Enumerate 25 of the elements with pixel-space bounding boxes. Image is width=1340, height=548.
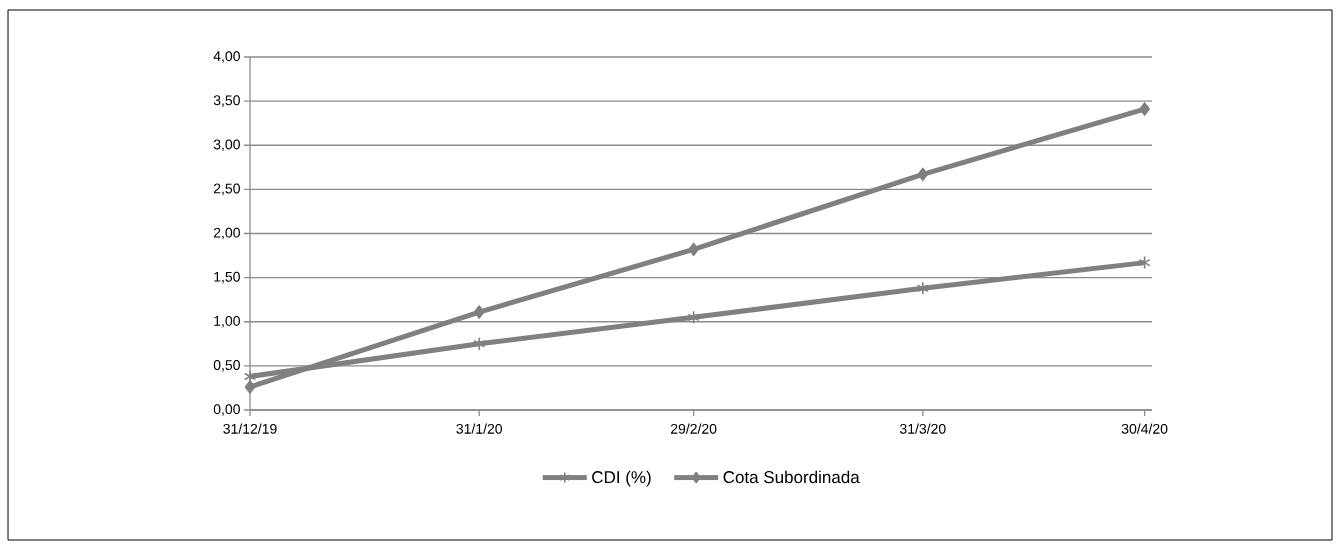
point bbox=[473, 337, 486, 351]
point bbox=[687, 310, 700, 325]
y-tick-label: 3,00 bbox=[213, 139, 240, 152]
y-tick-label: 1,00 bbox=[214, 315, 240, 328]
y-tick-label: 0,50 bbox=[213, 360, 240, 372]
point bbox=[688, 242, 699, 257]
x-tick-label: 29/2/20 bbox=[670, 423, 717, 434]
y-tick-label: 3,50 bbox=[213, 95, 240, 107]
x-tick-label: 31/12/19 bbox=[223, 423, 277, 434]
y-tick-label: 1,50 bbox=[214, 271, 240, 284]
point bbox=[1139, 102, 1150, 116]
x-tick-label: 31/1/20 bbox=[456, 423, 503, 434]
y-tick-label: 4,00 bbox=[213, 51, 240, 63]
legend-label: CDI (%) bbox=[592, 470, 651, 487]
point bbox=[916, 281, 929, 296]
point bbox=[917, 167, 929, 182]
x-tick-label: 31/3/20 bbox=[899, 423, 946, 434]
legend-label: Cota Subordinada bbox=[723, 470, 860, 484]
point bbox=[244, 380, 256, 394]
y-tick-label: 2,00 bbox=[213, 227, 240, 240]
y-tick-label: 0,00 bbox=[213, 404, 240, 416]
y-tick-label: 2,50 bbox=[213, 183, 240, 196]
x-tick-label: 30/4/20 bbox=[1121, 423, 1168, 434]
point bbox=[1138, 255, 1151, 270]
point bbox=[473, 305, 485, 319]
